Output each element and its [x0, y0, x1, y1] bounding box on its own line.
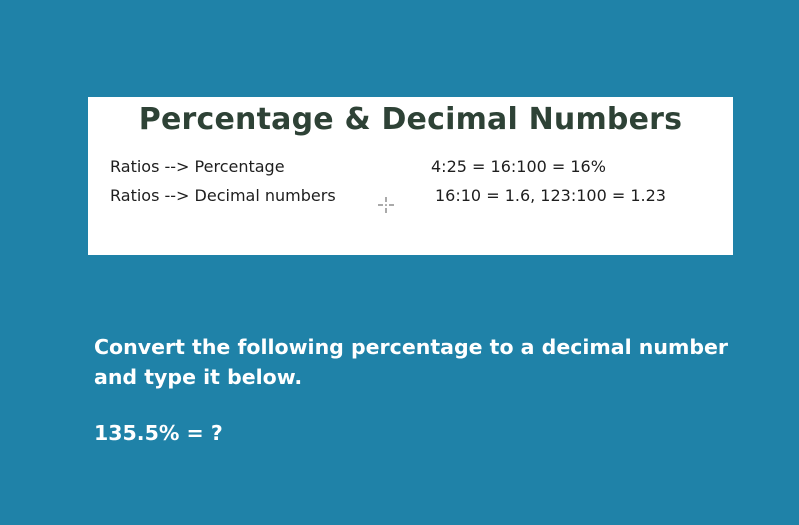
ratio-decimal-label: Ratios --> Decimal numbers — [110, 186, 336, 205]
info-card: Percentage & Decimal Numbers Ratios --> … — [88, 97, 733, 255]
ratio-percentage-label: Ratios --> Percentage — [110, 157, 285, 176]
question-text: 135.5% = ? — [94, 421, 223, 445]
card-title: Percentage & Decimal Numbers — [138, 102, 683, 137]
ratio-decimal-example: 16:10 = 1.6, 123:100 = 1.23 — [435, 186, 666, 205]
ratio-percentage-example: 4:25 = 16:100 = 16% — [431, 157, 606, 176]
instruction-text: Convert the following percentage to a de… — [94, 335, 729, 389]
crosshair-icon — [378, 197, 394, 213]
